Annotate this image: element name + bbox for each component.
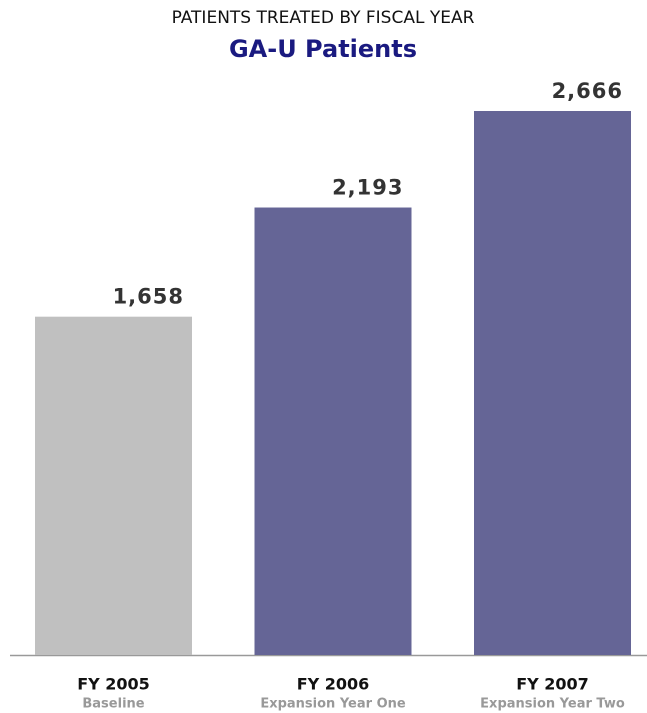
value-label: 2,666 xyxy=(552,79,623,103)
chart-subtitle: GA-U Patients xyxy=(229,35,417,63)
x-tick-label: FY 2005 xyxy=(77,675,150,694)
category-note: Baseline xyxy=(82,697,144,712)
bar xyxy=(474,111,631,655)
value-label: 1,658 xyxy=(113,285,184,309)
category-note: Expansion Year Two xyxy=(480,697,625,712)
x-tick-label: FY 2007 xyxy=(516,675,589,694)
value-label: 2,193 xyxy=(332,176,403,200)
chart-title: PATIENTS TREATED BY FISCAL YEAR xyxy=(172,8,475,28)
bar xyxy=(35,316,192,655)
x-tick-label: FY 2006 xyxy=(297,675,370,694)
bar xyxy=(254,207,412,656)
category-note: Expansion Year One xyxy=(260,697,406,712)
